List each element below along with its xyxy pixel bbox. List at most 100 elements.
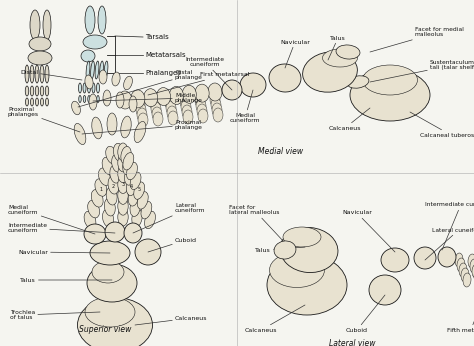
Ellipse shape — [455, 253, 463, 267]
Ellipse shape — [128, 188, 138, 206]
Ellipse shape — [145, 211, 155, 229]
Text: 1: 1 — [99, 187, 102, 192]
Ellipse shape — [347, 76, 369, 88]
Ellipse shape — [212, 103, 222, 117]
Ellipse shape — [46, 98, 48, 106]
Ellipse shape — [438, 247, 456, 267]
Ellipse shape — [83, 35, 107, 49]
Ellipse shape — [25, 65, 29, 83]
Ellipse shape — [141, 201, 152, 219]
Ellipse shape — [470, 259, 474, 273]
Ellipse shape — [123, 153, 134, 170]
Ellipse shape — [472, 264, 474, 278]
Text: Superior view: Superior view — [79, 326, 131, 335]
Ellipse shape — [25, 86, 29, 96]
Ellipse shape — [123, 157, 133, 175]
Ellipse shape — [121, 146, 131, 164]
Text: Lateral view: Lateral view — [329, 338, 375, 346]
Ellipse shape — [135, 239, 161, 265]
Ellipse shape — [88, 83, 91, 93]
Ellipse shape — [102, 209, 113, 227]
Ellipse shape — [45, 65, 49, 83]
Ellipse shape — [106, 187, 117, 205]
Text: Proximal
phalanges: Proximal phalanges — [8, 107, 80, 132]
Ellipse shape — [36, 98, 38, 106]
Ellipse shape — [30, 98, 34, 106]
Ellipse shape — [167, 106, 177, 120]
Ellipse shape — [91, 190, 103, 207]
Ellipse shape — [463, 273, 471, 287]
Text: 2: 2 — [112, 184, 115, 189]
Ellipse shape — [127, 162, 137, 180]
Ellipse shape — [95, 179, 107, 196]
Text: Intermediate
cuneiform: Intermediate cuneiform — [185, 57, 232, 90]
Text: Talus: Talus — [255, 247, 305, 253]
Text: Fifth metatarsal: Fifth metatarsal — [447, 277, 474, 333]
Ellipse shape — [107, 113, 117, 135]
Text: Medial view: Medial view — [258, 147, 303, 156]
Ellipse shape — [86, 61, 90, 79]
Ellipse shape — [210, 93, 220, 107]
Text: Medial
cuneiform: Medial cuneiform — [230, 90, 260, 124]
Ellipse shape — [118, 197, 128, 215]
Ellipse shape — [134, 182, 145, 199]
Ellipse shape — [468, 254, 474, 268]
Ellipse shape — [108, 176, 119, 194]
Ellipse shape — [112, 72, 120, 86]
Ellipse shape — [30, 86, 34, 96]
Ellipse shape — [28, 51, 52, 65]
Ellipse shape — [211, 98, 221, 112]
Text: Metatarsals: Metatarsals — [145, 52, 186, 58]
Ellipse shape — [99, 70, 107, 84]
Ellipse shape — [79, 95, 81, 102]
Ellipse shape — [26, 98, 28, 106]
Ellipse shape — [83, 95, 86, 102]
Text: Calcaneus: Calcaneus — [135, 316, 208, 325]
Text: Medial
cuneiform: Medial cuneiform — [8, 204, 95, 234]
Text: Navicular: Navicular — [18, 249, 110, 255]
Ellipse shape — [118, 186, 128, 204]
Ellipse shape — [138, 113, 148, 127]
Text: Cuboid: Cuboid — [148, 237, 197, 252]
Ellipse shape — [336, 45, 360, 59]
Text: 3: 3 — [121, 182, 125, 188]
Text: Intermediate
cuneiform: Intermediate cuneiform — [8, 222, 115, 234]
Ellipse shape — [457, 258, 465, 272]
Text: Lateral
cuneiform: Lateral cuneiform — [133, 203, 206, 233]
Ellipse shape — [40, 65, 44, 83]
Ellipse shape — [84, 211, 96, 229]
Ellipse shape — [182, 85, 196, 103]
Text: Lateral cuneiform: Lateral cuneiform — [425, 228, 474, 260]
Ellipse shape — [35, 65, 39, 83]
Text: Phalanges: Phalanges — [145, 70, 181, 76]
Ellipse shape — [85, 297, 135, 327]
Ellipse shape — [72, 101, 81, 115]
Text: Talus: Talus — [20, 277, 112, 282]
Text: Calcaneal tuberosity: Calcaneal tuberosity — [410, 112, 474, 137]
Ellipse shape — [99, 168, 110, 185]
Ellipse shape — [124, 223, 142, 243]
Ellipse shape — [135, 98, 145, 112]
Text: 5: 5 — [137, 187, 141, 192]
Ellipse shape — [274, 241, 296, 259]
Ellipse shape — [40, 98, 44, 106]
Text: Distal
phalange: Distal phalange — [78, 70, 203, 107]
Ellipse shape — [414, 247, 436, 269]
Ellipse shape — [270, 253, 325, 288]
Ellipse shape — [208, 83, 222, 101]
Ellipse shape — [152, 107, 162, 121]
Text: Sustentaculum
tali (talar shelf): Sustentaculum tali (talar shelf) — [370, 60, 474, 82]
Text: 4: 4 — [130, 184, 133, 189]
Ellipse shape — [280, 227, 338, 273]
Ellipse shape — [97, 95, 99, 102]
Text: Calcaneus: Calcaneus — [245, 305, 305, 333]
Ellipse shape — [87, 264, 137, 302]
Ellipse shape — [240, 73, 266, 97]
Text: Cuboid: Cuboid — [346, 295, 385, 333]
Text: Middle
phalange: Middle phalange — [93, 93, 203, 103]
Ellipse shape — [130, 199, 140, 217]
Ellipse shape — [118, 91, 132, 109]
Ellipse shape — [35, 86, 39, 96]
Text: Proximal
phalange: Proximal phalange — [82, 120, 203, 134]
Ellipse shape — [85, 75, 93, 89]
